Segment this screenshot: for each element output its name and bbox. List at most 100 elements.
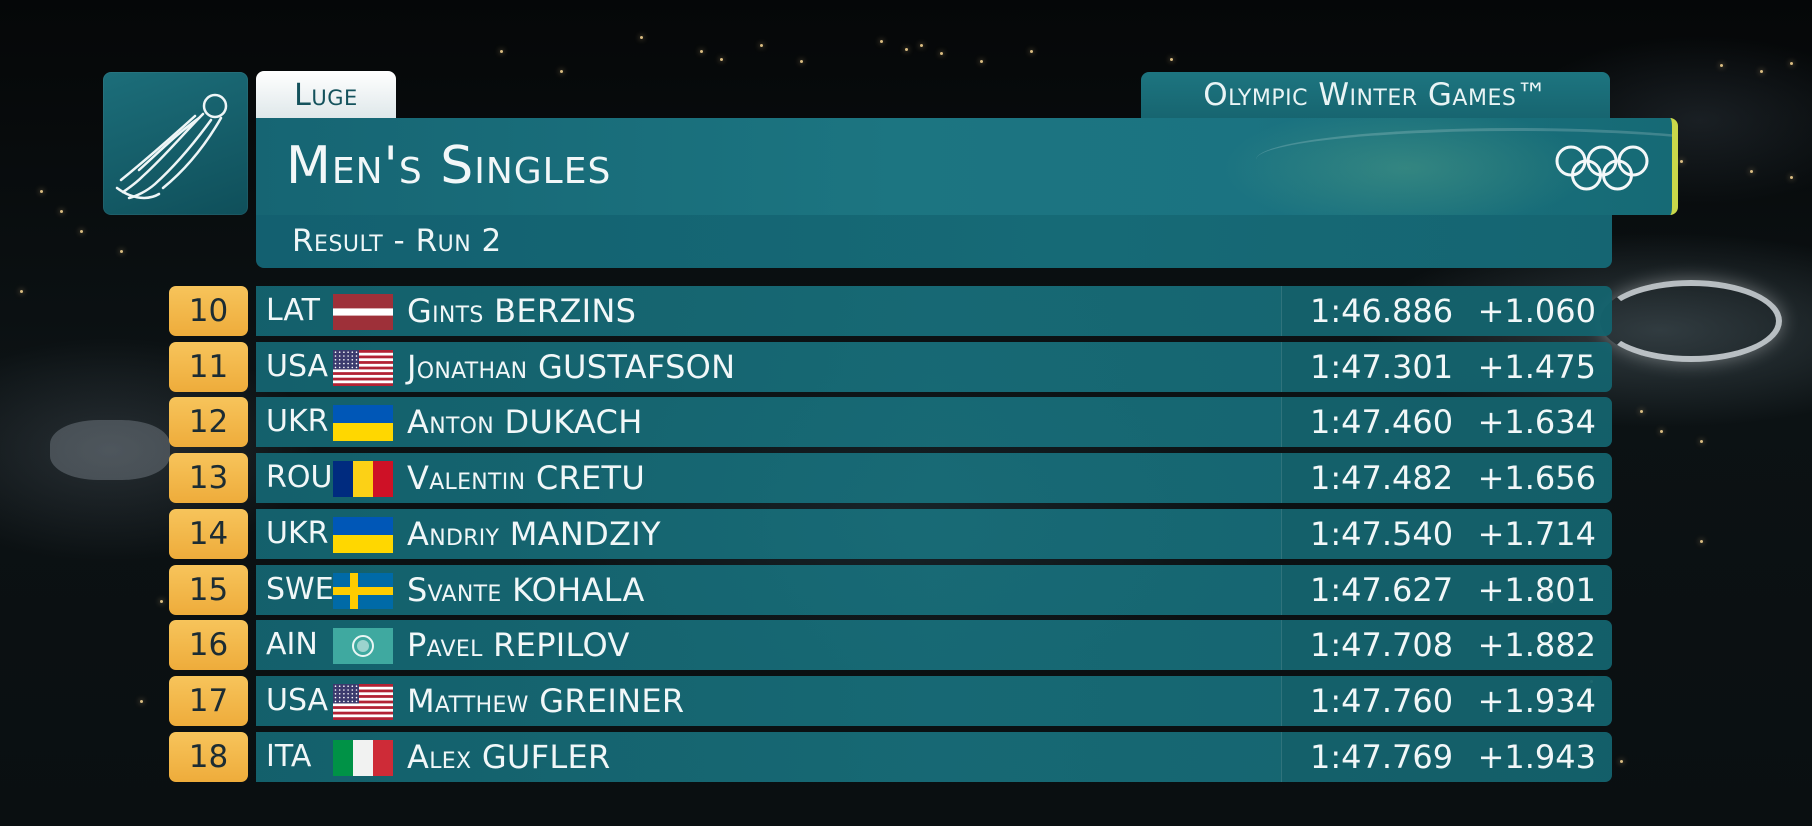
noc-code: ROU xyxy=(266,460,333,495)
background-light xyxy=(1030,50,1033,53)
noc-code: UKR xyxy=(266,404,329,439)
background-light xyxy=(1760,70,1763,73)
result-row: USA Jonathan GUSTAFSON 1:47.301 +1.475 xyxy=(256,342,1612,392)
sport-tab: Luge xyxy=(256,71,396,118)
athlete-name: Matthew GREINER xyxy=(407,676,684,726)
noc-code: UKR xyxy=(266,516,329,551)
run-time: 1:47.301 xyxy=(1310,348,1454,386)
athlete-name: Andriy MANDZIY xyxy=(407,509,661,559)
games-tab: Olympic Winter Games™ xyxy=(1141,72,1610,118)
event-title-band: Men's Singles xyxy=(256,118,1678,215)
rank-badge: 13 xyxy=(169,453,248,503)
athlete-last-name: MANDZIY xyxy=(509,515,661,553)
athlete-name: Jonathan GUSTAFSON xyxy=(407,342,735,392)
background-light xyxy=(1750,170,1753,173)
athlete-name: Anton DUKACH xyxy=(407,397,643,447)
run-time: 1:47.540 xyxy=(1310,515,1454,553)
background-light xyxy=(920,44,923,47)
background-light xyxy=(1700,540,1703,543)
time-behind: +1.656 xyxy=(1477,459,1596,497)
result-row: ITA Alex GUFLER 1:47.769 +1.943 xyxy=(256,732,1612,782)
flag-icon xyxy=(333,684,393,720)
background-light xyxy=(500,50,503,53)
background-light xyxy=(560,70,563,73)
background-light xyxy=(1640,410,1643,413)
athlete-first-name: Pavel xyxy=(407,626,483,664)
athlete-name: Alex GUFLER xyxy=(407,732,611,782)
noc-code: SWE xyxy=(266,572,334,607)
athlete-last-name: GREINER xyxy=(539,682,685,720)
run-time: 1:47.482 xyxy=(1310,459,1454,497)
event-title: Men's Singles xyxy=(286,136,612,196)
background-light xyxy=(20,290,23,293)
athlete-last-name: DUKACH xyxy=(504,403,643,441)
result-row: LAT Gints BERZINS 1:46.886 +1.060 xyxy=(256,286,1612,336)
flag-icon xyxy=(333,405,393,441)
noc-code: USA xyxy=(266,683,329,718)
background-light xyxy=(800,60,803,63)
athlete-name: Valentin CRETU xyxy=(407,453,645,503)
background-light xyxy=(640,36,643,39)
run-time: 1:47.627 xyxy=(1310,571,1454,609)
background-light xyxy=(40,190,43,193)
background-light xyxy=(1660,430,1663,433)
athlete-name: Pavel REPILOV xyxy=(407,620,630,670)
time-behind: +1.060 xyxy=(1477,292,1596,330)
athlete-first-name: Andriy xyxy=(407,515,500,553)
rank-badge: 11 xyxy=(169,342,248,392)
time-behind: +1.714 xyxy=(1477,515,1596,553)
decorative-swoosh xyxy=(1256,128,1672,191)
athlete-last-name: REPILOV xyxy=(493,626,630,664)
background-light xyxy=(1680,160,1683,163)
run-time: 1:46.886 xyxy=(1310,292,1454,330)
athlete-name: Gints BERZINS xyxy=(407,286,636,336)
rank-badge: 16 xyxy=(169,620,248,670)
result-row: SWE Svante KOHALA 1:47.627 +1.801 xyxy=(256,565,1612,615)
background-light xyxy=(980,60,983,63)
result-row: UKR Andriy MANDZIY 1:47.540 +1.714 xyxy=(256,509,1612,559)
athlete-name: Svante KOHALA xyxy=(407,565,645,615)
time-cell: 1:47.482 +1.656 xyxy=(1281,453,1612,503)
rank-badge: 17 xyxy=(169,676,248,726)
background-light xyxy=(700,50,703,53)
result-row: USA Matthew GREINER 1:47.760 +1.934 xyxy=(256,676,1612,726)
background-light xyxy=(1700,440,1703,443)
flag-icon xyxy=(333,461,393,497)
time-cell: 1:46.886 +1.060 xyxy=(1281,286,1612,336)
result-label: Result - Run 2 xyxy=(292,223,502,259)
background-light xyxy=(1720,64,1723,67)
athlete-last-name: BERZINS xyxy=(494,292,637,330)
athlete-last-name: KOHALA xyxy=(512,571,645,609)
background-light xyxy=(720,58,723,61)
rank-badge: 10 xyxy=(169,286,248,336)
time-cell: 1:47.540 +1.714 xyxy=(1281,509,1612,559)
athlete-first-name: Alex xyxy=(407,738,472,776)
flag-icon xyxy=(333,294,393,330)
background-light xyxy=(80,230,83,233)
time-cell: 1:47.760 +1.934 xyxy=(1281,676,1612,726)
time-behind: +1.634 xyxy=(1477,403,1596,441)
noc-code: LAT xyxy=(266,293,320,328)
background-light xyxy=(60,210,63,213)
noc-code: AIN xyxy=(266,627,318,662)
run-time: 1:47.769 xyxy=(1310,738,1454,776)
flag-icon xyxy=(333,517,393,553)
background-light xyxy=(940,52,943,55)
athlete-first-name: Gints xyxy=(407,292,484,330)
background-light xyxy=(880,40,883,43)
time-behind: +1.934 xyxy=(1477,682,1596,720)
luge-slider-icon xyxy=(103,72,248,215)
noc-code: USA xyxy=(266,349,329,384)
time-behind: +1.801 xyxy=(1477,571,1596,609)
run-time: 1:47.760 xyxy=(1310,682,1454,720)
rank-badge: 14 xyxy=(169,509,248,559)
background-light xyxy=(1170,58,1173,61)
athlete-first-name: Svante xyxy=(407,571,502,609)
time-cell: 1:47.301 +1.475 xyxy=(1281,342,1612,392)
result-subtitle-band: Result - Run 2 xyxy=(256,215,1612,268)
athlete-last-name: GUSTAFSON xyxy=(537,348,736,386)
background-light xyxy=(905,48,908,51)
result-row: ROU Valentin CRETU 1:47.482 +1.656 xyxy=(256,453,1612,503)
